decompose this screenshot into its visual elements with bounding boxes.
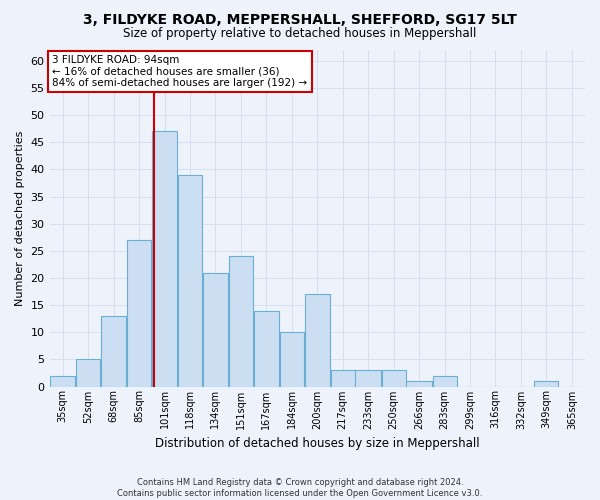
Bar bbox=[254, 310, 279, 386]
Bar bbox=[203, 272, 228, 386]
Text: 3, FILDYKE ROAD, MEPPERSHALL, SHEFFORD, SG17 5LT: 3, FILDYKE ROAD, MEPPERSHALL, SHEFFORD, … bbox=[83, 12, 517, 26]
Bar bbox=[331, 370, 355, 386]
Bar bbox=[178, 175, 202, 386]
Bar bbox=[50, 376, 76, 386]
Bar bbox=[76, 360, 100, 386]
Bar bbox=[101, 316, 127, 386]
Bar bbox=[280, 332, 304, 386]
Bar bbox=[305, 294, 330, 386]
Bar bbox=[152, 132, 177, 386]
Bar bbox=[406, 381, 432, 386]
Text: 3 FILDYKE ROAD: 94sqm
← 16% of detached houses are smaller (36)
84% of semi-deta: 3 FILDYKE ROAD: 94sqm ← 16% of detached … bbox=[52, 55, 307, 88]
Bar bbox=[229, 256, 253, 386]
Bar bbox=[535, 381, 559, 386]
Y-axis label: Number of detached properties: Number of detached properties bbox=[15, 130, 25, 306]
Bar bbox=[382, 370, 406, 386]
Text: Contains HM Land Registry data © Crown copyright and database right 2024.
Contai: Contains HM Land Registry data © Crown c… bbox=[118, 478, 482, 498]
Bar bbox=[355, 370, 381, 386]
Text: Size of property relative to detached houses in Meppershall: Size of property relative to detached ho… bbox=[124, 28, 476, 40]
Bar bbox=[433, 376, 457, 386]
X-axis label: Distribution of detached houses by size in Meppershall: Distribution of detached houses by size … bbox=[155, 437, 479, 450]
Bar bbox=[127, 240, 151, 386]
